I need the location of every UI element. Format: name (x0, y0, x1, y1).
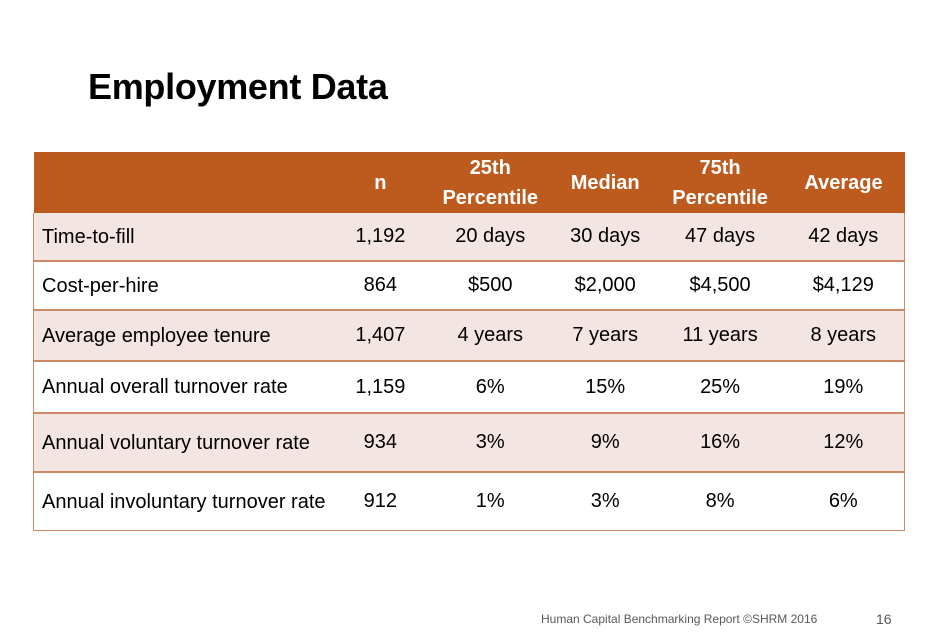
footer-citation: Human Capital Benchmarking Report ©SHRM … (541, 612, 818, 626)
cell-metric: Annual voluntary turnover rate (32, 413, 333, 473)
cell-n: 1,407 (332, 310, 428, 362)
table-row: Annual voluntary turnover rate 934 3% 9% 16%… (32, 413, 905, 473)
table-row: Annual overall turnover rate 1,159 6% 15% 25… (32, 361, 905, 414)
cell-p75: 8% (657, 472, 783, 531)
table-header-row: n 25th Percentile Median 75th Percentile A… (33, 152, 905, 213)
cell-p75: 25% (657, 361, 783, 414)
cell-p25: $500 (427, 261, 553, 311)
cell-metric: Time-to-fill (32, 213, 333, 262)
cell-p25: 3% (427, 413, 553, 473)
header-n: n (332, 152, 428, 213)
cell-p25: 4 years (427, 310, 553, 362)
cell-metric: Annual overall turnover rate (32, 361, 333, 414)
cell-n: 864 (332, 261, 428, 311)
cell-n: 1,159 (332, 361, 428, 414)
table-row: Average employee tenure 1,407 4 years 7 yea… (32, 310, 905, 362)
cell-median: 3% (552, 472, 658, 531)
header-median: Median (552, 152, 658, 213)
header-25th-percentile: 25th Percentile (427, 152, 553, 213)
cell-average: 42 days (782, 213, 905, 262)
page-title: Employment Data (88, 66, 388, 107)
employment-data-table: n 25th Percentile Median 75th Percentile A… (32, 152, 905, 531)
cell-p25: 6% (427, 361, 553, 414)
cell-median: $2,000 (552, 261, 658, 311)
cell-metric: Annual involuntary turnover rate (32, 472, 333, 531)
table-row: Time-to-fill 1,192 20 days 30 days 47 days 42… (32, 213, 905, 262)
cell-median: 30 days (552, 213, 658, 262)
header-metric (33, 152, 333, 213)
cell-average: 19% (782, 361, 905, 414)
cell-metric: Cost-per-hire (32, 261, 333, 311)
header-average: Average (782, 152, 905, 213)
cell-p75: 47 days (657, 213, 783, 262)
cell-p25: 1% (427, 472, 553, 531)
cell-p75: $4,500 (657, 261, 783, 311)
cell-metric: Average employee tenure (32, 310, 333, 362)
cell-n: 912 (332, 472, 428, 531)
header-25th-percentile-label: 25th Percentile (442, 157, 539, 209)
table-row: Cost-per-hire 864 $500 $2,000 $4,500 $4,129 (32, 261, 905, 311)
cell-p75: 11 years (657, 310, 783, 362)
cell-n: 1,192 (332, 213, 428, 262)
cell-average: $4,129 (782, 261, 905, 311)
page-number: 16 (876, 611, 892, 627)
table-row: Annual involuntary turnover rate 912 1% 3% 8… (32, 472, 905, 531)
header-75th-percentile-label: 75th Percentile (672, 157, 768, 209)
cell-n: 934 (332, 413, 428, 473)
cell-median: 9% (552, 413, 658, 473)
cell-p75: 16% (657, 413, 783, 473)
cell-p25: 20 days (427, 213, 553, 262)
cell-median: 15% (552, 361, 658, 414)
cell-average: 8 years (782, 310, 905, 362)
cell-median: 7 years (552, 310, 658, 362)
cell-average: 6% (782, 472, 905, 531)
cell-average: 12% (782, 413, 905, 473)
header-75th-percentile: 75th Percentile (657, 152, 783, 213)
